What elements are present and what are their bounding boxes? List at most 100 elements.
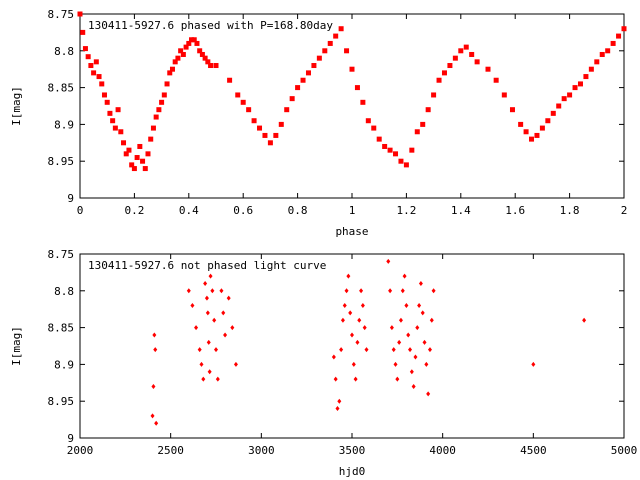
phased-data-point	[447, 63, 453, 69]
unphased-x-tick-label: 2500	[157, 444, 184, 457]
phased-data-point	[295, 85, 301, 91]
phased-data-point	[561, 96, 567, 102]
phased-data-point	[289, 96, 295, 102]
unphased-data-point	[208, 273, 213, 279]
unphased-data-point	[397, 339, 402, 345]
unphased-data-point	[420, 310, 425, 316]
unphased-data-point	[203, 280, 208, 286]
unphased-data-point	[398, 317, 403, 323]
phased-data-point	[577, 81, 583, 87]
unphased-data-point	[351, 361, 356, 367]
phased-data-point	[202, 55, 208, 61]
phased-x-tick-label: 1.8	[560, 204, 580, 217]
unphased-y-axis-label: I[mag]	[10, 326, 23, 366]
phased-data-point	[118, 129, 124, 135]
unphased-data-point	[190, 303, 195, 309]
unphased-data-point	[424, 361, 429, 367]
phased-data-point	[82, 46, 88, 52]
phased-data-point	[183, 44, 189, 50]
unphased-data-point	[350, 332, 354, 338]
phased-data-point	[393, 151, 399, 157]
phased-data-point	[121, 140, 127, 146]
unphased-data-point	[417, 303, 422, 309]
unphased-y-tick-label: 8.85	[48, 322, 75, 335]
phased-data-point	[186, 40, 192, 46]
phased-data-point	[550, 110, 556, 116]
unphased-y-tick-label: 8.8	[54, 285, 74, 298]
phased-y-tick-label: 8.9	[54, 118, 74, 131]
unphased-data-point	[201, 376, 206, 382]
phased-data-point	[414, 129, 420, 135]
unphased-data-point	[359, 288, 364, 294]
unphased-data-point	[207, 369, 212, 375]
unphased-data-point	[335, 406, 340, 412]
phased-data-point	[93, 59, 99, 65]
unphased-x-tick-label: 3500	[339, 444, 366, 457]
phased-data-point	[148, 136, 154, 142]
unphased-data-point	[355, 339, 360, 345]
unphased-x-tick-label: 4000	[429, 444, 456, 457]
phased-data-point	[112, 125, 118, 131]
unphased-data-point	[386, 258, 391, 264]
phased-data-point	[605, 48, 611, 54]
phased-data-point	[436, 77, 442, 83]
phased-data-point	[110, 118, 116, 124]
phased-data-points	[77, 11, 627, 172]
phased-data-point	[493, 77, 499, 83]
unphased-data-point	[364, 347, 369, 353]
unphased-data-point	[226, 295, 231, 301]
phased-data-point	[529, 136, 535, 142]
phased-data-point	[583, 74, 589, 80]
unphased-data-point	[353, 376, 358, 382]
phased-data-point	[85, 54, 91, 60]
unphased-data-point	[194, 325, 199, 331]
phased-data-point	[123, 151, 129, 157]
unphased-data-point	[431, 288, 436, 294]
phased-data-point	[129, 162, 135, 168]
unphased-data-point	[219, 288, 224, 294]
phased-data-point	[403, 162, 409, 168]
unphased-data-point	[206, 339, 211, 345]
phased-data-point	[485, 66, 491, 72]
unphased-data-point	[422, 339, 427, 345]
phased-y-tick-label: 8.75	[48, 8, 75, 21]
phased-x-tick-label: 0.8	[288, 204, 308, 217]
unphased-data-point	[357, 317, 362, 323]
phased-data-point	[142, 166, 148, 172]
phased-data-point	[267, 140, 273, 146]
phased-data-point	[387, 147, 393, 153]
unphased-data-point	[389, 325, 394, 331]
phased-data-point	[205, 59, 211, 65]
phased-data-point	[354, 85, 360, 91]
phased-data-point	[164, 81, 170, 87]
unphased-data-point	[408, 347, 413, 353]
phased-y-axis-label: I[mag]	[10, 86, 23, 126]
phased-data-point	[208, 63, 214, 69]
unphased-data-point	[233, 361, 238, 367]
phased-data-point	[452, 55, 458, 61]
phased-data-point	[338, 26, 344, 32]
phased-data-point	[420, 121, 426, 127]
phased-data-point	[96, 74, 102, 80]
phased-data-point	[594, 59, 600, 65]
phased-x-tick-label: 0.4	[179, 204, 199, 217]
unphased-data-point	[223, 332, 228, 338]
unphased-data-point	[388, 288, 393, 294]
unphased-data-points	[150, 258, 587, 426]
phased-x-tick-label: 1.6	[505, 204, 525, 217]
phased-x-tick-label: 0.2	[124, 204, 144, 217]
unphased-data-point	[531, 361, 536, 367]
phased-data-point	[621, 26, 627, 32]
phased-x-tick-label: 0.6	[233, 204, 253, 217]
unphased-data-point	[360, 303, 365, 309]
phased-data-point	[134, 155, 140, 161]
phased-data-point	[145, 151, 151, 157]
phased-data-point	[150, 125, 156, 131]
phased-data-point	[178, 48, 184, 54]
phased-data-point	[126, 147, 132, 153]
phased-data-point	[172, 59, 178, 65]
phased-data-point	[588, 66, 594, 72]
unphased-x-tick-label: 5000	[611, 444, 638, 457]
phased-data-point	[240, 99, 246, 105]
phased-data-point	[316, 55, 322, 61]
